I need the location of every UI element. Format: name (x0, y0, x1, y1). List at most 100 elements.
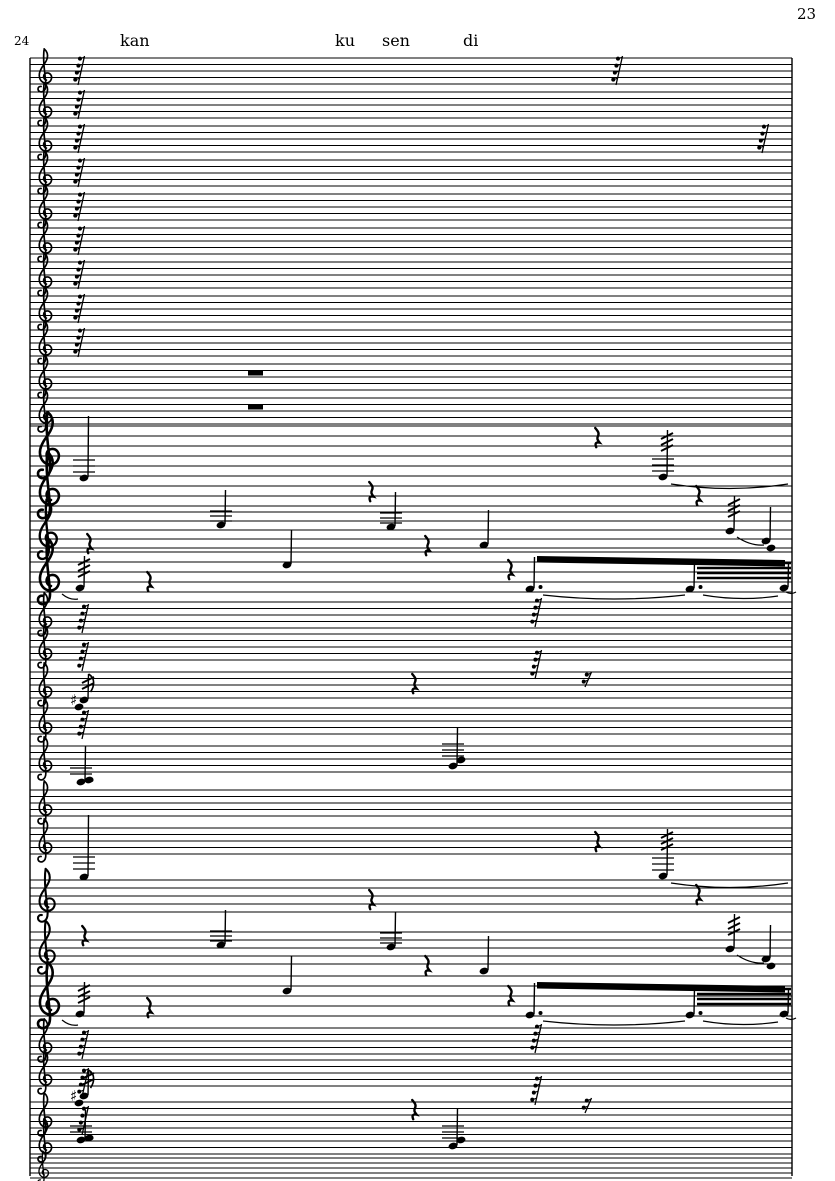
note-stem (533, 982, 536, 1015)
quarter-rest-icon (368, 888, 377, 911)
notehead (76, 778, 86, 786)
note-stem (533, 556, 536, 589)
rest-hook (75, 281, 80, 285)
treble-clef-icon (36, 867, 56, 923)
rest-hook (759, 145, 764, 149)
tremolo-slash (77, 996, 91, 1004)
tremolo-slash (727, 498, 741, 506)
rest-hook (532, 1045, 537, 1049)
rest-hook (536, 650, 542, 654)
rest-hook (532, 1097, 537, 1101)
rest-hooked-icon (81, 709, 90, 740)
rest-hooked-icon (77, 327, 86, 358)
tremolo-slash (81, 1078, 95, 1086)
tremolo-slash (727, 510, 741, 518)
note-stem (394, 911, 397, 947)
rest-hook (762, 131, 767, 135)
page-number: 23 (797, 5, 817, 23)
rest-hook (532, 619, 537, 623)
beam (537, 556, 785, 567)
note-stem (290, 529, 293, 565)
tremolo-slash (77, 564, 91, 572)
rest-hook (78, 301, 83, 305)
notehead (725, 945, 735, 953)
quarter-rest-icon (86, 532, 95, 555)
rest-hook (535, 1083, 540, 1087)
rest-hook (78, 63, 83, 67)
rest-hook (533, 664, 539, 668)
quarter-rest-icon (424, 534, 433, 557)
tie (542, 594, 686, 600)
rest-hook (83, 1106, 89, 1110)
rest-hook (77, 124, 82, 129)
tie (702, 594, 779, 600)
quarter-rest-icon (594, 830, 603, 853)
quarter-rest-icon (146, 996, 155, 1019)
note-stem (769, 506, 772, 541)
half-rest-icon (248, 404, 263, 410)
rest-hook (536, 1076, 542, 1080)
rest-hook (76, 308, 82, 312)
rest-hook (75, 77, 80, 81)
rest-hook (535, 657, 540, 661)
note-stem (83, 981, 86, 1014)
treble-clef-icon (37, 252, 53, 297)
tie (542, 1020, 686, 1026)
rest-hook (80, 656, 86, 660)
rest-hook (76, 104, 82, 108)
rest-hooked-icon (77, 123, 86, 154)
tremolo-slash (77, 984, 91, 992)
note-stem (693, 986, 696, 1015)
note-stem (87, 814, 90, 877)
rest-hook (533, 1038, 539, 1042)
rest-hook (75, 111, 80, 115)
rest-hook (75, 315, 80, 319)
rest-hooked-icon (77, 293, 86, 324)
rest-hook (80, 618, 86, 622)
note-stem (666, 429, 669, 477)
rest-hook (536, 598, 542, 602)
treble-clef-icon (37, 388, 53, 433)
treble-clef-icon (37, 320, 53, 365)
tremolo-slash (77, 990, 91, 998)
tremolo-slash (727, 504, 741, 512)
note-stem (666, 828, 669, 876)
rest-hook (75, 247, 80, 251)
treble-clef-icon (37, 780, 53, 825)
tremolo-slash (660, 438, 674, 446)
note-stem (456, 727, 459, 766)
rest-hook (83, 604, 89, 608)
tremolo-slash (660, 843, 674, 851)
rest-hooked-icon (77, 89, 86, 120)
treble-clef-icon (37, 818, 53, 863)
tremolo-slash (660, 831, 674, 839)
rest-hook (533, 612, 539, 616)
rest-hook (617, 56, 623, 60)
rest-hooked-icon (534, 1023, 543, 1054)
rest-hook (75, 349, 80, 353)
rest-hook (76, 206, 82, 210)
augmentation-dot (89, 778, 94, 782)
tie (670, 882, 789, 889)
notehead (479, 541, 489, 549)
rest-hook (583, 1105, 588, 1109)
quarter-rest-icon (81, 924, 90, 947)
treble-clef-icon (37, 1092, 53, 1137)
notehead (761, 537, 771, 545)
tremolo-slash (660, 837, 674, 845)
rest-hook (79, 294, 85, 298)
notehead (282, 987, 292, 995)
tie (61, 593, 79, 600)
notehead (658, 872, 668, 880)
notehead (766, 962, 776, 970)
notehead (525, 1011, 535, 1019)
notehead (76, 1136, 86, 1144)
rest-hook (79, 1089, 84, 1093)
treble-clef-icon (37, 218, 53, 263)
note-stem (87, 415, 90, 478)
rest-hook (76, 70, 82, 74)
rest-hooked-icon (77, 157, 86, 188)
rest-hook (79, 260, 85, 264)
rest-hook (80, 1120, 86, 1124)
notehead (282, 561, 292, 569)
